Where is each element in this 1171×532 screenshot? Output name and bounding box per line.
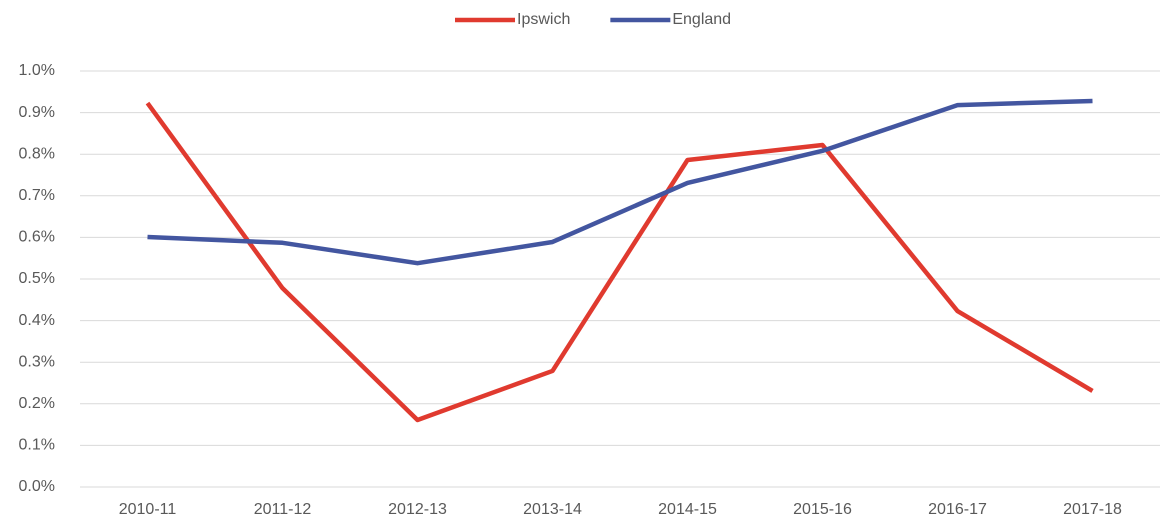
x-tick-label: 2012-13 [388,501,447,518]
y-tick-label: 0.0% [19,478,55,495]
legend-label: England [672,11,731,28]
y-tick-label: 0.1% [19,437,55,454]
y-tick-label: 0.8% [19,145,55,162]
legend-label: Ipswich [517,11,570,28]
y-tick-label: 0.3% [19,353,55,370]
y-tick-label: 0.6% [19,229,55,246]
x-tick-label: 2014-15 [658,501,717,518]
y-tick-label: 0.9% [19,104,55,121]
y-tick-label: 1.0% [19,62,55,79]
y-tick-label: 0.4% [19,312,55,329]
series-line [147,98,1093,266]
x-tick-label: 2017-18 [1063,501,1122,518]
y-tick-label: 0.2% [19,395,55,412]
x-tick-label: 2013-14 [523,501,582,518]
y-tick-label: 0.5% [19,270,55,287]
x-tick-label: 2016-17 [928,501,987,518]
y-tick-label: 0.7% [19,187,55,204]
x-tick-label: 2015-16 [793,501,852,518]
x-tick-label: 2011-12 [254,501,312,518]
x-tick-label: 2010-11 [119,501,177,518]
series-line [145,101,1094,423]
